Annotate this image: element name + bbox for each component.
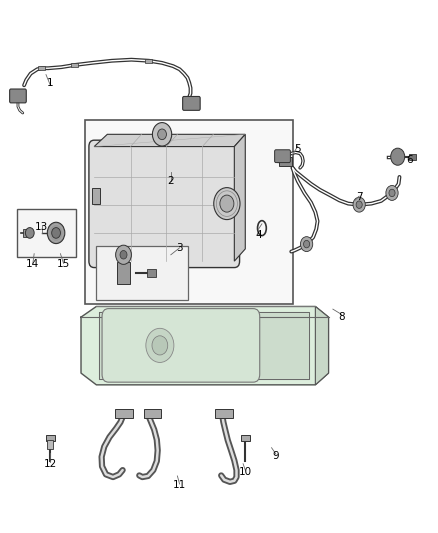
Text: 6: 6: [406, 155, 413, 165]
Bar: [23, 229, 31, 237]
Text: 10: 10: [239, 467, 252, 477]
Polygon shape: [94, 134, 245, 147]
Circle shape: [389, 189, 395, 197]
Circle shape: [386, 185, 398, 200]
Text: 9: 9: [272, 451, 279, 461]
Circle shape: [25, 228, 34, 238]
FancyBboxPatch shape: [89, 140, 240, 268]
Text: 12: 12: [44, 459, 57, 469]
Circle shape: [47, 222, 65, 244]
Text: 1: 1: [47, 78, 54, 87]
Circle shape: [353, 197, 365, 212]
Text: 4: 4: [255, 230, 262, 239]
Circle shape: [356, 201, 362, 208]
Bar: [96, 246, 188, 300]
Bar: [46, 435, 55, 441]
Bar: [409, 154, 416, 160]
Bar: [115, 409, 133, 418]
Text: 2: 2: [167, 176, 174, 186]
FancyBboxPatch shape: [275, 150, 290, 163]
Bar: [144, 409, 161, 418]
Bar: [117, 262, 130, 284]
Bar: [145, 59, 152, 63]
Text: 8: 8: [338, 312, 345, 322]
Circle shape: [152, 336, 168, 355]
Circle shape: [158, 129, 166, 140]
Circle shape: [152, 123, 172, 146]
Bar: [17, 209, 76, 257]
Text: 15: 15: [57, 259, 70, 269]
Text: 5: 5: [294, 144, 301, 154]
Circle shape: [146, 328, 174, 362]
Bar: [71, 63, 78, 67]
Circle shape: [116, 245, 131, 264]
Bar: [279, 157, 292, 166]
Polygon shape: [81, 306, 328, 385]
Circle shape: [391, 148, 405, 165]
Text: 14: 14: [26, 259, 39, 269]
Bar: [92, 188, 100, 204]
Circle shape: [304, 240, 310, 248]
Circle shape: [214, 188, 240, 220]
FancyBboxPatch shape: [102, 309, 260, 382]
Circle shape: [220, 195, 234, 212]
Text: 3: 3: [176, 243, 183, 253]
Polygon shape: [234, 134, 245, 261]
Bar: [215, 409, 233, 418]
FancyBboxPatch shape: [10, 89, 26, 103]
Circle shape: [300, 237, 313, 252]
Bar: [47, 440, 53, 449]
Polygon shape: [315, 306, 328, 385]
Circle shape: [52, 228, 60, 238]
Bar: [147, 269, 156, 277]
Circle shape: [120, 251, 127, 259]
Bar: [85, 120, 293, 304]
Text: 11: 11: [173, 480, 186, 490]
Bar: [38, 66, 45, 70]
Text: 13: 13: [35, 222, 48, 231]
Bar: [241, 435, 250, 441]
Polygon shape: [99, 312, 309, 379]
Text: 7: 7: [356, 192, 363, 202]
FancyBboxPatch shape: [183, 96, 200, 110]
